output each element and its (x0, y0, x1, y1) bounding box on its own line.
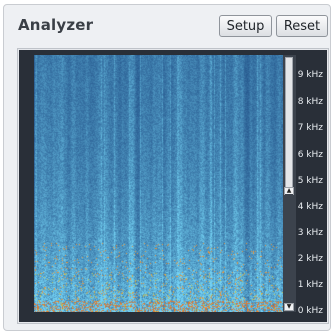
freq-label-1khz: 1 kHz (297, 280, 323, 290)
scrollbar-thumb[interactable] (285, 57, 293, 188)
spectrogram-canvas (34, 55, 283, 312)
scroll-down-icon[interactable]: ▼ (284, 303, 294, 311)
freq-label-2khz: 2 kHz (297, 254, 323, 264)
freq-label-7khz: 7 kHz (297, 123, 323, 133)
scrollbar-track[interactable] (285, 194, 293, 305)
frequency-scrollbar[interactable]: ▲ ▼ (283, 55, 296, 312)
freq-label-5khz: 5 kHz (297, 176, 323, 186)
analyzer-frame: ▲ ▼ 9 kHz 8 kHz 7 kHz 6 kHz 5 kHz 4 kHz … (17, 48, 329, 324)
setup-button[interactable]: Setup (219, 15, 272, 37)
analyzer-panel: Analyzer Setup Reset ▲ ▼ 9 kHz 8 kHz 7 k… (3, 4, 331, 331)
spectrogram-display: ▲ ▼ 9 kHz 8 kHz 7 kHz 6 kHz 5 kHz 4 kHz … (19, 50, 327, 322)
reset-button[interactable]: Reset (276, 15, 328, 37)
freq-label-8khz: 8 kHz (297, 97, 323, 107)
freq-label-6khz: 6 kHz (297, 150, 323, 160)
panel-title: Analyzer (18, 16, 94, 34)
freq-label-9khz: 9 kHz (297, 70, 323, 80)
freq-label-0khz: 0 kHz (297, 306, 323, 316)
freq-label-3khz: 3 kHz (297, 228, 323, 238)
freq-label-4khz: 4 kHz (297, 202, 323, 212)
